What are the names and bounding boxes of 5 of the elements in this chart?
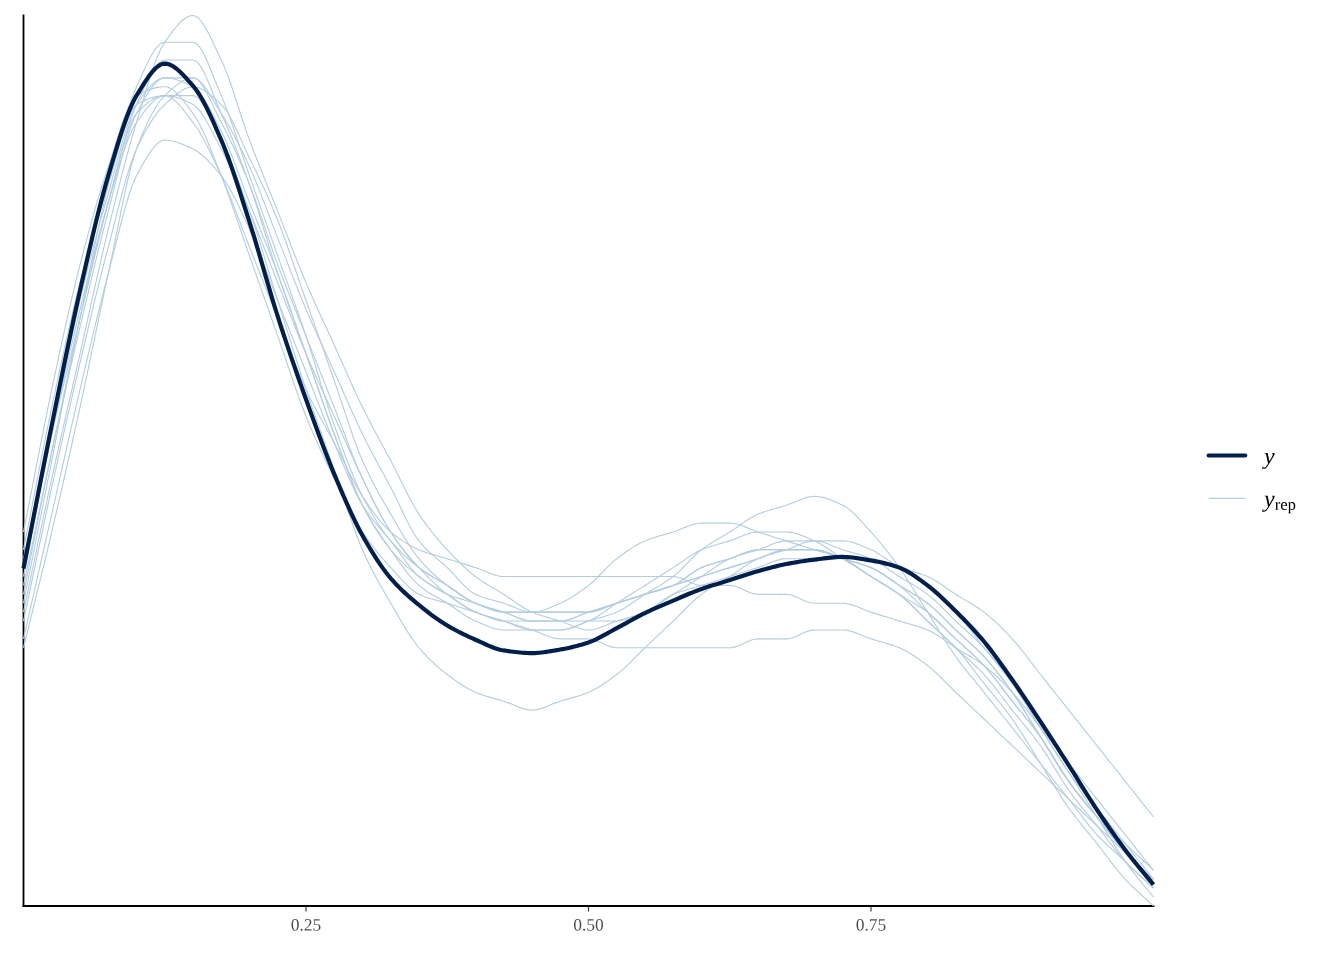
x-tick-label: 0.75 [856, 919, 886, 931]
legend-label: y$_{rep}$ [1262, 495, 1296, 514]
legend-label: y [1262, 452, 1275, 469]
x-tick-label: 0.25 [291, 919, 321, 931]
x-tick-label: 0.50 [573, 919, 604, 931]
